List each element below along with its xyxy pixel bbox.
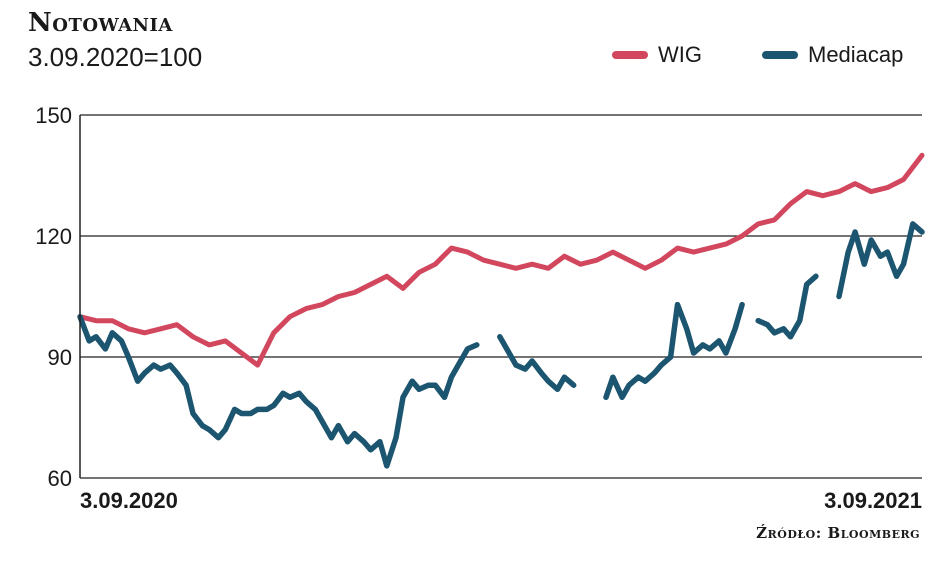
gridlines: [80, 114, 922, 479]
y-tick-label-60: 60: [48, 466, 72, 491]
legend-swatch-mediacap: [762, 51, 798, 59]
axes: 60 90 120 150 3.09.2020 3.09.2021: [35, 103, 922, 513]
chart-title: Notowania: [28, 8, 173, 38]
legend-swatch-wig: [612, 51, 648, 59]
legend-item-wig: WIG: [612, 42, 702, 68]
x-tick-label-end: 3.09.2021: [824, 488, 922, 513]
series-line-wig: [77, 152, 925, 368]
x-tick-label-start: 3.09.2020: [80, 488, 178, 513]
source-note: Źródło: Bloomberg: [756, 524, 920, 542]
legend-item-mediacap: Mediacap: [762, 42, 903, 68]
legend-label-wig: WIG: [658, 42, 702, 67]
chart-subtitle: 3.09.2020=100: [28, 42, 203, 72]
series-line-mediacap: [77, 221, 925, 469]
y-tick-label-120: 120: [35, 224, 72, 249]
legend-label-mediacap: Mediacap: [808, 42, 904, 67]
series-lines: [77, 152, 925, 469]
y-tick-label-90: 90: [48, 345, 72, 370]
y-tick-label-150: 150: [35, 103, 72, 128]
